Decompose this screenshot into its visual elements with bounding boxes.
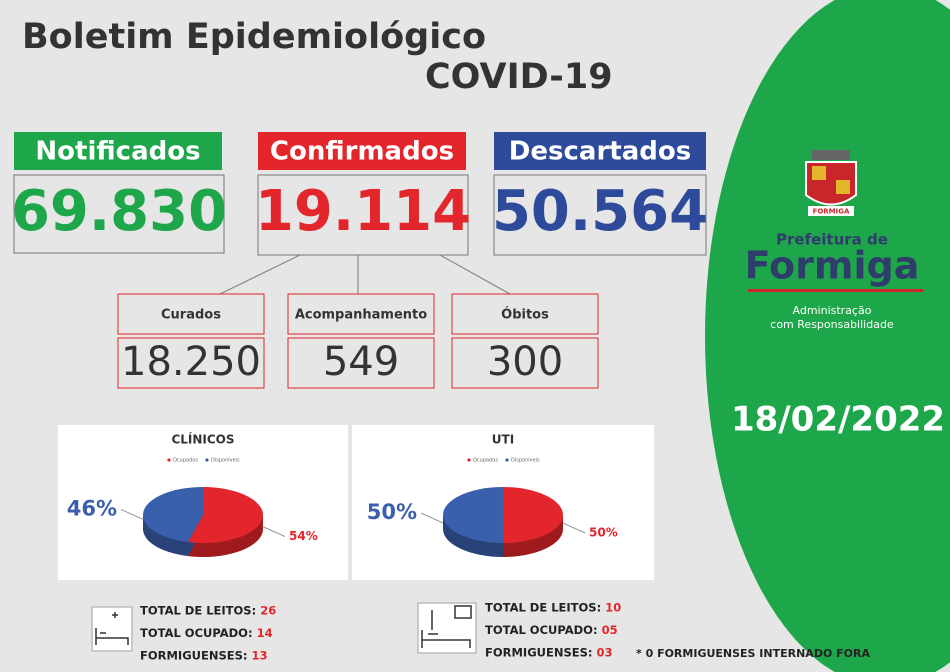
leader-line (420, 512, 444, 524)
legend-label: Disponíveis (511, 457, 540, 464)
outcome-label: Óbitos (501, 307, 549, 323)
chart-title: CLÍNICOS (171, 432, 234, 447)
value-box (287, 337, 435, 389)
label-box (287, 293, 435, 335)
legend-swatch (505, 458, 509, 462)
legend-label: Disponíveis (211, 457, 240, 464)
value-box (117, 337, 265, 389)
outcome-label: Curados (161, 308, 221, 323)
legend-label: Ocupados (473, 458, 498, 464)
note: * 0 FORMIGUENSES INTERNADO FORA (636, 647, 870, 660)
bed-label: TOTAL DE LEITOS: (140, 604, 256, 618)
bed-value: 26 (260, 604, 276, 618)
bed-icon (91, 606, 133, 652)
value-label: 46% (67, 496, 117, 520)
value-box (451, 337, 599, 389)
bed-label: TOTAL DE LEITOS: (485, 601, 601, 615)
title: Boletim Epidemiológico (22, 17, 486, 57)
label-box (451, 293, 599, 335)
pie-slice (443, 487, 503, 543)
outcome-value: 18.250 (121, 339, 261, 385)
total-value: 19.114 (255, 179, 471, 244)
total-label: Notificados (35, 137, 200, 167)
value-label: 54% (289, 529, 318, 543)
icu-icon (417, 602, 477, 654)
bed-value: 03 (597, 646, 613, 660)
total-value: 69.830 (11, 179, 227, 244)
date: 18/02/2022 (731, 400, 945, 440)
label-box (117, 293, 265, 335)
tagline: com Responsabilidade (770, 318, 894, 331)
outcome-value: 549 (323, 339, 399, 385)
value-box (493, 174, 707, 256)
crest-label: FORMIGA (813, 208, 850, 216)
header-box (14, 132, 222, 170)
total-label: Confirmados (270, 137, 454, 167)
side-panel (705, 0, 950, 672)
leader-line (120, 509, 144, 520)
outcome-label: Acompanhamento (295, 308, 427, 323)
legend-swatch (167, 458, 171, 462)
subtitle: COVID-19 (425, 57, 613, 97)
total-label: Descartados (509, 137, 691, 167)
value-box (13, 174, 225, 254)
chart-title: UTI (492, 433, 514, 447)
legend-label: Ocupados (173, 458, 198, 464)
header-box (494, 132, 706, 170)
city: Formiga (745, 244, 920, 288)
legend-swatch (467, 458, 471, 462)
beds: TOTAL DE LEITOS: 26 TOTAL OCUPADO: 14 FORMIG… (140, 601, 621, 663)
value-label: 50% (367, 500, 417, 524)
bed-value: 05 (602, 623, 618, 637)
leader-line (262, 526, 286, 537)
value-box (257, 174, 469, 256)
prefeitura: Prefeitura de (776, 231, 888, 249)
connectors (219, 254, 511, 295)
leader-line (562, 522, 586, 534)
pie-slice (143, 487, 203, 543)
bed-value: 14 (257, 626, 273, 640)
header-box (258, 132, 466, 170)
crest: FORMIGA (805, 150, 857, 216)
charts: CLÍNICOS Ocupados Disponíveis 54% 46% UTI Ocup… (67, 432, 618, 557)
bed-value: 13 (252, 649, 268, 663)
tagline: Administração (793, 304, 872, 317)
bed-label: FORMIGUENSES: (485, 646, 593, 660)
total-value: 50.564 (492, 179, 708, 244)
bed-label: TOTAL OCUPADO: (140, 626, 253, 640)
bed-label: FORMIGUENSES: (140, 649, 248, 663)
city-underline (748, 289, 923, 292)
bed-label: TOTAL OCUPADO: (485, 623, 598, 637)
pie-slice (503, 487, 563, 543)
value-label: 50% (589, 526, 618, 540)
legend-swatch (205, 458, 209, 462)
pie-slice (188, 487, 264, 544)
bed-value: 10 (605, 601, 621, 615)
outcome-value: 300 (487, 339, 563, 385)
